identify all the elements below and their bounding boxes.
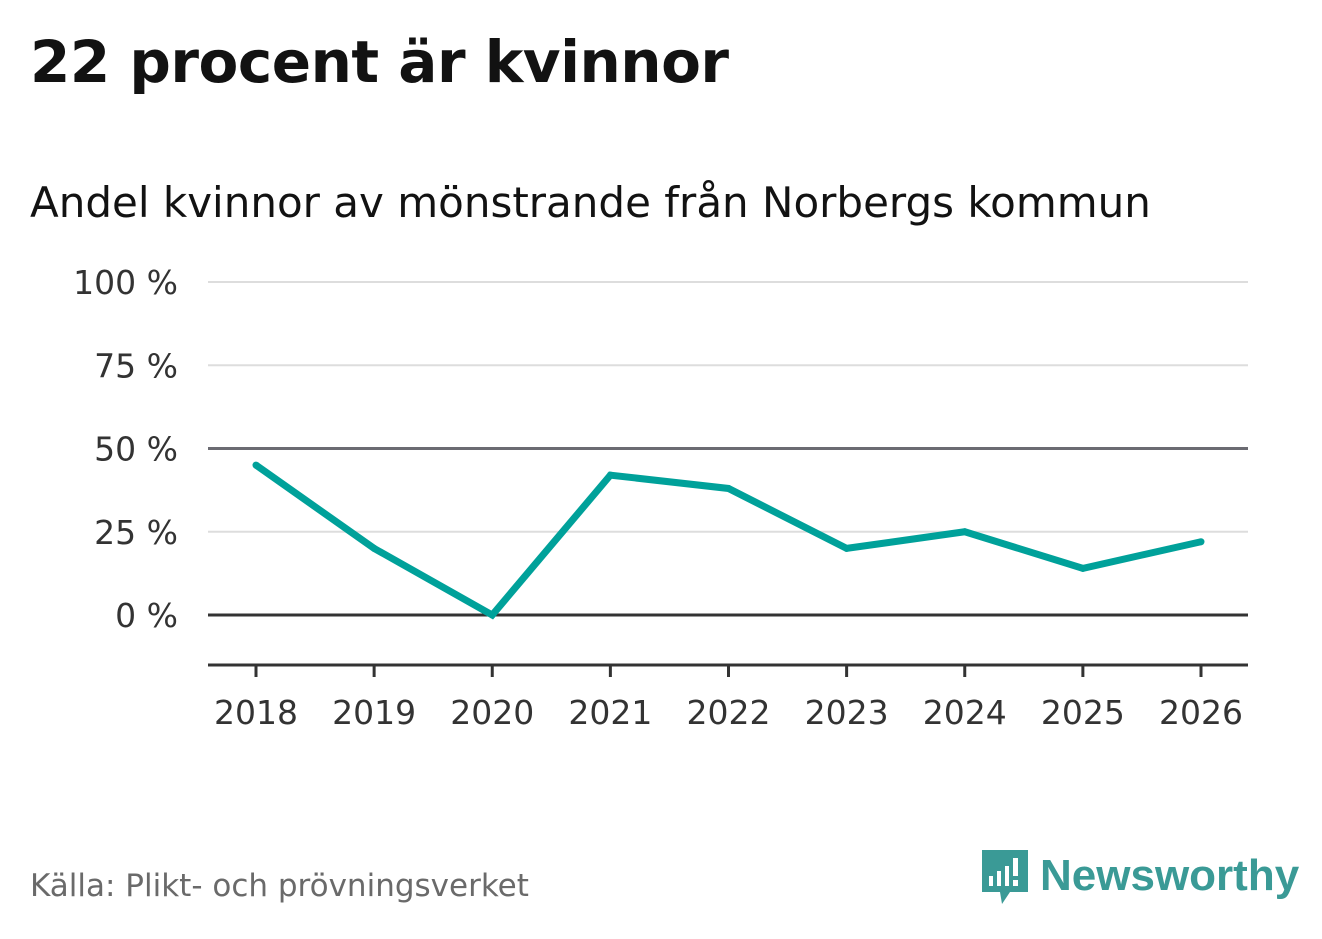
data-point [843,544,851,552]
x-tick-label: 2026 [1159,693,1243,732]
chart-title: 22 procent är kvinnor [30,28,729,96]
chart-subtitle: Andel kvinnor av mönstrande från Norberg… [30,178,1151,227]
series-layer [252,461,1205,620]
data-point [961,528,969,536]
y-tick-label: 100 % [73,263,178,302]
x-tick-label: 2025 [1041,693,1125,732]
x-axis-ticks: 2018 2019 2020 2021 2022 2023 2024 2025 2026 [214,665,1243,732]
y-tick-label: 50 % [94,430,178,469]
y-axis-ticks: 0 % 25 % 50 % 75 % 100 % [73,263,178,635]
x-tick-label: 2024 [923,693,1007,732]
x-tick-label: 2019 [332,693,416,732]
y-tick-label: 75 % [94,346,178,385]
newsworthy-logo-icon [982,850,1028,904]
data-point [1197,538,1205,546]
data-point [725,484,732,492]
y-tick-label: 25 % [94,513,178,552]
y-tick-label: 0 % [115,596,178,635]
x-tick-label: 2021 [568,693,652,732]
line-chart: 0 % 25 % 50 % 75 % 100 % 2018 2019 2020 2021 202… [73,263,1248,732]
data-point [1079,564,1087,572]
data-point [606,471,614,479]
grid-lines [208,281,1248,617]
source-note: Källa: Plikt- och prövningsverket [30,868,529,904]
data-point [370,544,378,552]
x-tick-label: 2018 [214,693,298,732]
x-tick-label: 2020 [450,693,534,732]
data-point [488,611,496,619]
x-tick-label: 2023 [805,693,889,732]
data-point [252,461,260,469]
brand-name: Newsworthy [1040,851,1300,900]
brand-logo: Newsworthy [980,846,1299,906]
x-tick-label: 2022 [687,693,771,732]
